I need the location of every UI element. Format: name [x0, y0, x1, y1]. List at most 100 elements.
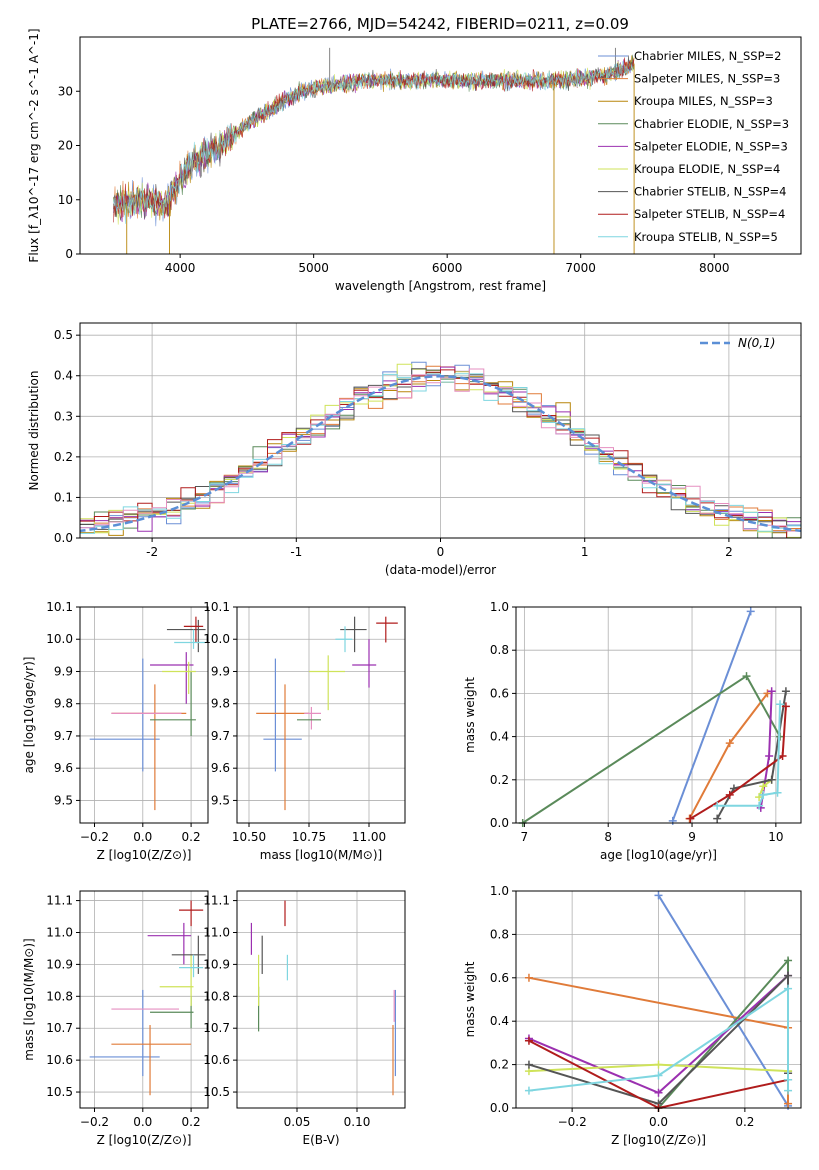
series-marker [784, 971, 793, 980]
y-tick-label: 10.7 [203, 1021, 230, 1035]
x-tick-label: 0.2 [735, 1115, 754, 1129]
series-marker [784, 984, 793, 993]
figure-title: PLATE=2766, MJD=54242, FIBERID=0211, z=0… [251, 15, 629, 33]
x-tick-label: 4000 [165, 261, 196, 275]
y-tick-label: 0.0 [490, 1101, 509, 1115]
series-kroupa-stelib [713, 700, 785, 810]
histogram-salpeter-miles [80, 365, 801, 534]
series-marker [767, 687, 776, 696]
age-vs-mass-panel: 10.50 10.75 11.00 9.5 9.6 9.7 9.8 9.9 10.0 10.1 ma… [203, 600, 406, 862]
y-tick-label: 9.6 [211, 761, 230, 775]
series-marker [767, 775, 776, 784]
x-tick-label: 0.0 [649, 1115, 668, 1129]
series-marker [763, 689, 772, 698]
series-marker [524, 1086, 533, 1095]
mass-weight-vs-age-panel: 7 8 9 10 0.0 0.2 0.4 0.6 0.8 1.0 age [log10(age/yr… [463, 600, 802, 862]
y-tick-label: 10.1 [203, 600, 230, 614]
series-salpeter-stelib [686, 702, 790, 823]
y-tick-label: 0.8 [490, 927, 509, 941]
legend-entry-kroupa-stelib: Kroupa STELIB, N_SSP=5 [634, 230, 778, 244]
point-chabrier-stelib [166, 619, 206, 653]
x-axis-label: mass [log10(M/M⊙)] [260, 848, 382, 862]
series-salpeter-elodie [756, 687, 776, 812]
y-tick-label: 10.8 [46, 989, 73, 1003]
axes-frame [236, 890, 406, 1109]
x-tick-label: 11.00 [352, 830, 386, 844]
x-axis-label: Z [log10(Z/Z⊙)] [97, 1133, 192, 1147]
point-kroupa-elodie [309, 655, 345, 711]
series-marker [773, 788, 782, 797]
series-marker [654, 891, 663, 900]
series-kroupa-stelib [524, 984, 793, 1095]
x-tick-label: 0.05 [284, 1115, 311, 1129]
point-salpeter-miles [111, 684, 187, 811]
point-salpeter-miles [256, 684, 309, 811]
axes-frame [515, 606, 802, 824]
legend-entry-normal: N(0,1) [738, 336, 775, 350]
y-tick-label: 10.9 [203, 957, 230, 971]
x-axis-label: age [log10(age/yr)] [600, 848, 717, 862]
histogram-chabrier-miles [80, 361, 801, 533]
x-tick-label: 2 [725, 545, 733, 559]
axes-frame [79, 890, 209, 1109]
series-marker [755, 801, 764, 810]
y-tick-label: 9.7 [211, 729, 230, 743]
y-tick-label: 9.9 [54, 664, 73, 678]
y-axis-label: Normed distribution [27, 371, 41, 491]
mass-vs-metallicity-panel: −0.2 0.0 0.2 10.5 10.6 10.7 10.8 10.9 11.0 11.1 Z … [22, 890, 209, 1147]
point-kroupa-stelib [174, 629, 206, 649]
legend-entry-chabrier-miles: Chabrier MILES, N_SSP=2 [634, 49, 781, 63]
point-chabrier-miles [89, 989, 160, 1077]
y-tick-label: 9.8 [211, 697, 230, 711]
point-salpeter-stelib [179, 900, 204, 927]
series-marker [776, 700, 785, 709]
mass-weight-vs-metallicity-panel: −0.2 0.0 0.2 0.0 0.2 0.4 0.6 0.8 1.0 Z [log10(Z/Z… [463, 884, 802, 1147]
series-marker [713, 801, 722, 810]
series-marker [725, 739, 734, 748]
y-tick-label: 1.0 [490, 600, 509, 614]
x-tick-label: 6000 [432, 261, 463, 275]
y-axis-label: mass [log10(M/M⊙)] [22, 938, 36, 1060]
y-tick-label: 10.1 [46, 600, 73, 614]
x-axis-label: E(B-V) [302, 1133, 339, 1147]
legend-entry-salpeter-miles: Salpeter MILES, N_SSP=3 [634, 72, 780, 86]
y-tick-label: 0.8 [490, 643, 509, 657]
y-tick-label: 10.8 [203, 989, 230, 1003]
y-tick-label: 10.7 [46, 1021, 73, 1035]
point-salpeter-stelib [183, 616, 204, 643]
y-tick-label: 0.6 [490, 686, 509, 700]
x-tick-label: 8000 [699, 261, 730, 275]
x-tick-label: 0.10 [344, 1115, 371, 1129]
y-tick-label: 0.0 [490, 816, 509, 830]
x-tick-label: −0.2 [80, 830, 109, 844]
series-marker [654, 1071, 663, 1080]
normal-curve [80, 374, 801, 533]
y-axis-label: mass weight [463, 677, 477, 753]
x-tick-label: 1 [581, 545, 589, 559]
x-tick-label: −0.2 [80, 1115, 109, 1129]
series-marker [668, 816, 677, 825]
y-tick-label: 10.0 [203, 632, 230, 646]
axes-frame [236, 606, 406, 824]
point-chabrier-stelib [171, 935, 206, 974]
series-marker [784, 1075, 793, 1084]
spectrum-line-kroupa-stelib [113, 61, 635, 224]
legend-entry-salpeter-elodie: Salpeter ELODIE, N_SSP=3 [634, 139, 788, 153]
x-tick-label: -2 [146, 545, 158, 559]
x-tick-label: 9 [688, 830, 696, 844]
y-tick-label: 0.4 [54, 369, 73, 383]
point-salpeter-stelib [376, 616, 398, 643]
x-tick-label: 10.75 [292, 830, 326, 844]
y-tick-label: 9.6 [54, 761, 73, 775]
legend-entry-kroupa-elodie: Kroupa ELODIE, N_SSP=4 [634, 162, 780, 176]
series-marker [746, 607, 755, 616]
series-chabrier-miles [668, 607, 755, 825]
y-tick-label: 0.5 [54, 328, 73, 342]
y-tick-label: 9.7 [54, 729, 73, 743]
y-tick-label: 11.0 [203, 925, 230, 939]
histogram-kroupa-elodie [80, 363, 801, 538]
x-tick-label: 10 [768, 830, 783, 844]
series-marker [784, 1099, 793, 1108]
y-tick-label: 0.1 [54, 490, 73, 504]
y-tick-label: 20 [58, 139, 73, 153]
